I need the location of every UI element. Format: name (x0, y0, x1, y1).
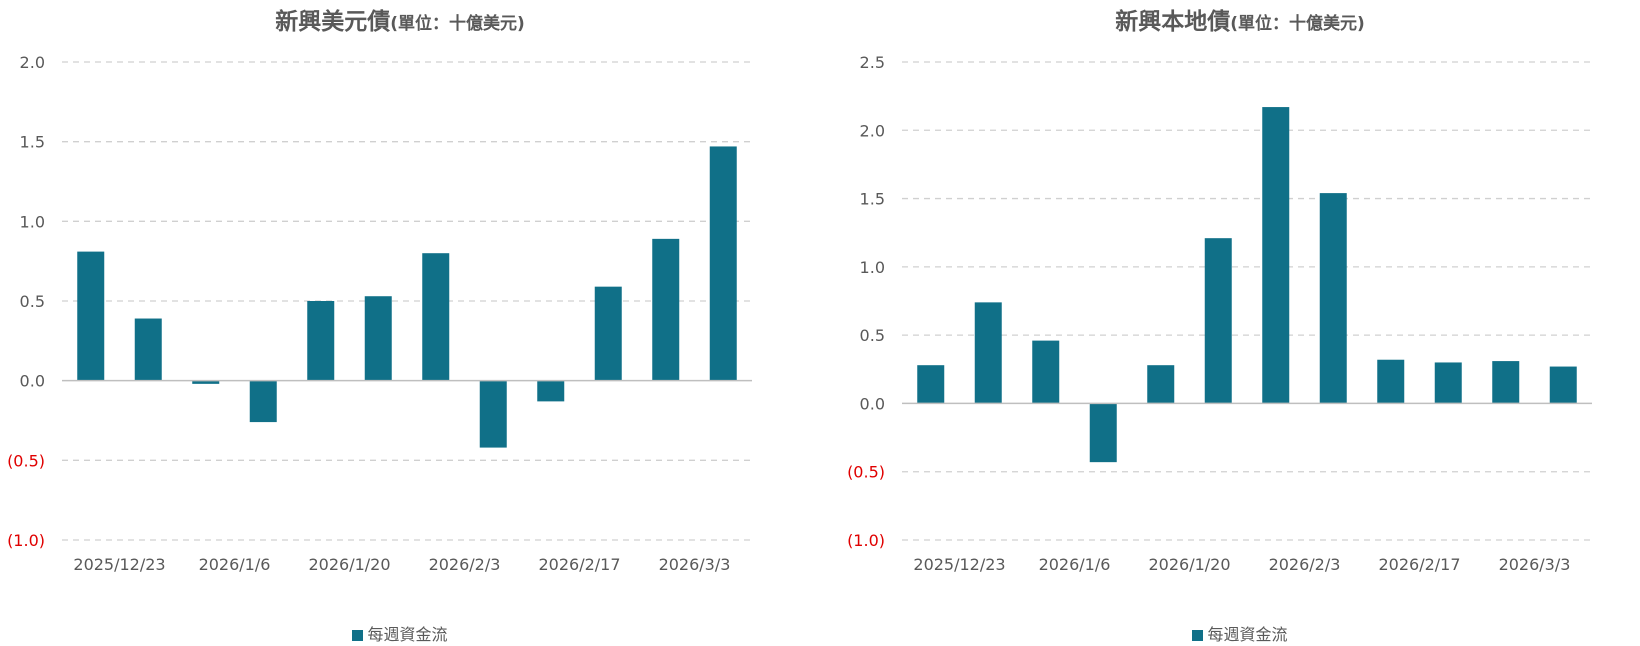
y-tick-label: (1.0) (7, 531, 45, 550)
x-tick-label: 2026/2/3 (429, 555, 501, 574)
bar (1262, 107, 1290, 404)
x-tick-label: 2025/12/23 (73, 555, 165, 574)
bar (1549, 366, 1577, 404)
bar (1434, 362, 1462, 404)
y-tick-label: 2.0 (20, 53, 45, 72)
bar (364, 296, 392, 381)
chart-legend: 每週資金流 (0, 621, 800, 645)
y-tick-label: (0.5) (7, 451, 45, 470)
bar (77, 251, 105, 381)
x-tick-label: 2026/3/3 (659, 555, 731, 574)
y-tick-label: 0.5 (860, 326, 885, 345)
x-tick-label: 2026/1/6 (1039, 555, 1111, 574)
bar (192, 380, 220, 384)
chart-title-main: 新興美元債 (275, 9, 391, 35)
bar (1089, 403, 1117, 463)
y-tick-label: 1.5 (860, 190, 885, 209)
bar (1204, 238, 1232, 404)
y-tick-label: 1.5 (20, 133, 45, 152)
bar-chart-plot: 2.5 2.0 1.5 1.0 0.5 0.0 (0.5) (1.0) 2025/12/23 20… (847, 53, 1592, 574)
bar (709, 146, 737, 381)
x-tick-label: 2026/2/17 (1378, 555, 1460, 574)
x-tick-label: 2026/1/6 (199, 555, 271, 574)
y-tick-label: 0.0 (860, 394, 885, 413)
bar (479, 380, 507, 448)
y-tick-label: 2.5 (860, 53, 885, 72)
legend-label: 每週資金流 (367, 625, 448, 644)
chart-title-main: 新興本地債 (1115, 9, 1231, 35)
chart-title-unit: (單位：十億美元) (390, 14, 525, 34)
bar (422, 253, 450, 381)
y-tick-label: 2.0 (860, 121, 885, 140)
y-tick-label: (0.5) (847, 463, 885, 482)
x-tick-label: 2026/3/3 (1499, 555, 1571, 574)
legend-label: 每週資金流 (1207, 625, 1288, 644)
chart-title: 新興本地債(單位：十億美元) (840, 2, 1640, 36)
chart-legend: 每週資金流 (840, 621, 1640, 645)
x-tick-label: 2025/12/23 (913, 555, 1005, 574)
chart-title: 新興美元債(單位：十億美元) (0, 2, 800, 36)
x-tick-label: 2026/1/20 (1148, 555, 1230, 574)
y-tick-label: 0.0 (20, 372, 45, 391)
bar (1319, 193, 1347, 404)
bar (1147, 365, 1175, 404)
bar (249, 380, 277, 423)
bar (917, 365, 945, 404)
chart-title-unit: (單位：十億美元) (1230, 14, 1365, 34)
x-tick-label: 2026/2/17 (538, 555, 620, 574)
x-tick-label: 2026/1/20 (308, 555, 390, 574)
y-tick-label: (1.0) (847, 531, 885, 550)
legend-swatch (1192, 630, 1204, 641)
x-tick-label: 2026/2/3 (1269, 555, 1341, 574)
chart-emerging-local-bonds: 新興本地債(單位：十億美元) 2.5 2.0 1.5 1.0 0.5 0.0 (0.5) (1… (840, 0, 1640, 646)
y-tick-label: 1.0 (20, 212, 45, 231)
bar-chart-plot: 2.0 1.5 1.0 0.5 0.0 (0.5) (1.0) 2025/12/23 2026/… (7, 53, 752, 574)
bar (1032, 340, 1060, 404)
y-tick-label: 0.5 (20, 292, 45, 311)
bar (652, 238, 680, 381)
bar (974, 302, 1002, 404)
bar (1377, 359, 1405, 404)
bar (134, 318, 162, 381)
legend-swatch (352, 630, 364, 641)
y-tick-label: 1.0 (860, 258, 885, 277)
bar (537, 380, 565, 402)
bar (307, 301, 335, 381)
chart-emerging-usd-bonds: 新興美元債(單位：十億美元) 2.0 1.5 1.0 0.5 0.0 (0.5) (1.0)… (0, 0, 800, 646)
bar (1492, 361, 1520, 404)
bar (594, 286, 622, 381)
